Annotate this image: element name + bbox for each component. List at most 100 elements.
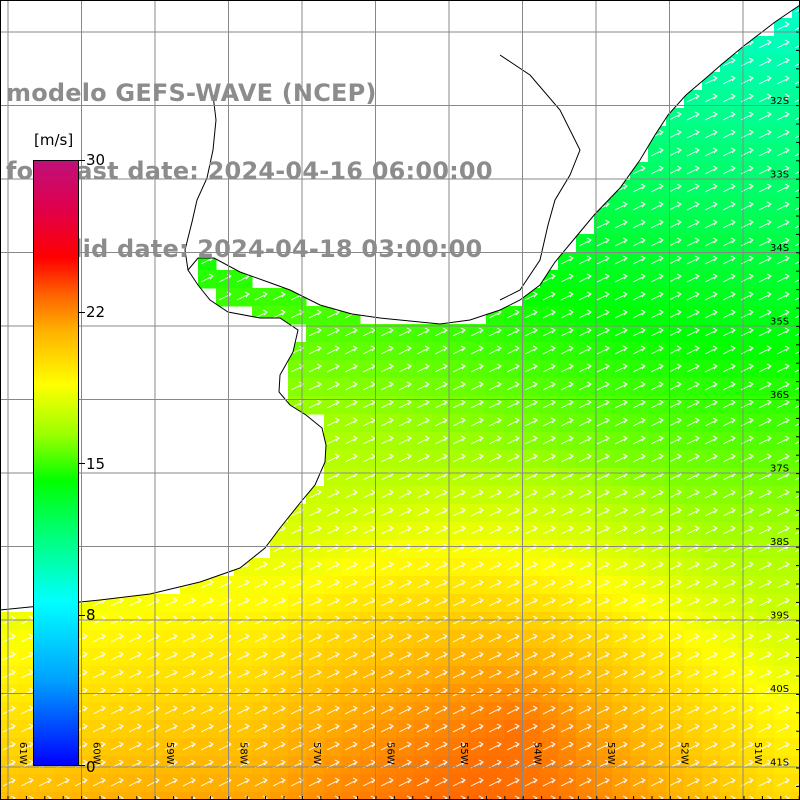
wind-arrow (146, 633, 160, 643)
wind-arrow (182, 651, 196, 661)
wind-arrow (794, 260, 800, 265)
wind-arrow (326, 507, 340, 517)
wind-arrow (146, 741, 160, 751)
wind-arrow (632, 561, 646, 571)
wind-arrow (776, 705, 790, 715)
colorbar-tick-label: 0 (86, 758, 96, 776)
wind-arrow (758, 399, 772, 409)
wind-speed-cell (162, 792, 181, 800)
wind-arrow (794, 494, 800, 499)
wind-speed-cell (270, 792, 289, 800)
wind-speed-cell (126, 792, 145, 800)
wind-arrow (416, 417, 430, 427)
wind-arrow (686, 273, 700, 283)
longitude-label: 54W (532, 742, 543, 765)
wind-arrow (776, 651, 790, 661)
wind-arrow (506, 525, 520, 535)
wind-arrow (794, 782, 800, 787)
wind-arrow (650, 705, 664, 715)
wind-arrow (308, 777, 322, 787)
wind-arrow (578, 435, 592, 445)
wind-arrow (596, 669, 610, 679)
colorbar-tick-label: 8 (86, 606, 96, 624)
wind-arrow (506, 435, 520, 445)
wind-arrow (668, 453, 682, 463)
wind-arrow (686, 111, 700, 121)
wind-arrow (308, 669, 322, 679)
wind-speed-cell (378, 792, 397, 800)
wind-speed-cell (792, 396, 800, 415)
wind-arrow (506, 363, 520, 373)
wind-arrow (452, 435, 466, 445)
wind-arrow (650, 183, 664, 193)
wind-speed-cell (792, 306, 800, 325)
wind-arrow (632, 345, 646, 355)
wind-arrow (614, 435, 628, 445)
wind-arrow (758, 147, 772, 157)
wind-arrow (542, 525, 556, 535)
colorbar-unit: [m/s] (34, 131, 74, 149)
wind-arrow (488, 525, 502, 535)
wind-arrow (326, 777, 340, 787)
wind-arrow (434, 417, 448, 427)
wind-arrow (722, 291, 736, 301)
wind-arrow (470, 777, 484, 787)
wind-arrow (596, 381, 610, 391)
wind-arrow (794, 746, 800, 751)
wind-arrow (560, 525, 574, 535)
wind-arrow (308, 525, 322, 535)
wind-arrow (776, 381, 790, 391)
wind-speed-cell (792, 144, 800, 163)
wind-arrow (2, 741, 16, 751)
wind-arrow (776, 507, 790, 517)
wind-arrow (398, 327, 412, 337)
wind-arrow (704, 453, 718, 463)
wind-arrow (380, 327, 394, 337)
wind-arrow (506, 777, 520, 787)
wind-arrow (722, 309, 736, 319)
wind-arrow (398, 723, 412, 733)
wind-arrow (704, 129, 718, 139)
wind-arrow (758, 129, 772, 139)
wind-arrow (686, 579, 700, 589)
wind-speed-cell (792, 468, 800, 487)
wind-arrow (398, 381, 412, 391)
wind-arrow (614, 255, 628, 265)
wind-arrow (344, 507, 358, 517)
wind-arrow (542, 741, 556, 751)
wind-arrow (686, 219, 700, 229)
wind-arrow (128, 597, 142, 607)
wind-speed-cell (792, 288, 800, 307)
wind-arrow (794, 656, 800, 661)
wind-arrow (380, 525, 394, 535)
wind-speed-cell (450, 792, 469, 800)
wind-arrow (506, 453, 520, 463)
wind-arrow (794, 26, 800, 31)
wind-arrow (560, 435, 574, 445)
wind-arrow (704, 147, 718, 157)
wind-arrow (488, 345, 502, 355)
wind-arrow (434, 489, 448, 499)
colorbar-tickmark (79, 463, 85, 464)
wind-arrow (560, 561, 574, 571)
wind-arrow (560, 777, 574, 787)
wind-arrow (758, 165, 772, 175)
wind-arrow (614, 741, 628, 751)
wind-arrow (578, 345, 592, 355)
wind-arrow (650, 633, 664, 643)
wind-arrows (2, 8, 800, 800)
wind-arrow (272, 291, 286, 301)
wind-arrow (668, 183, 682, 193)
wind-arrow (398, 525, 412, 535)
wind-arrow (722, 525, 736, 535)
wind-arrow (470, 525, 484, 535)
wind-speed-cell (432, 792, 451, 800)
colorbar-tickmark (79, 615, 85, 616)
wind-arrow (326, 723, 340, 733)
wind-arrow (524, 489, 538, 499)
wind-arrow (164, 651, 178, 661)
wind-arrow (488, 651, 502, 661)
wind-arrow (560, 381, 574, 391)
wind-arrow (650, 273, 664, 283)
